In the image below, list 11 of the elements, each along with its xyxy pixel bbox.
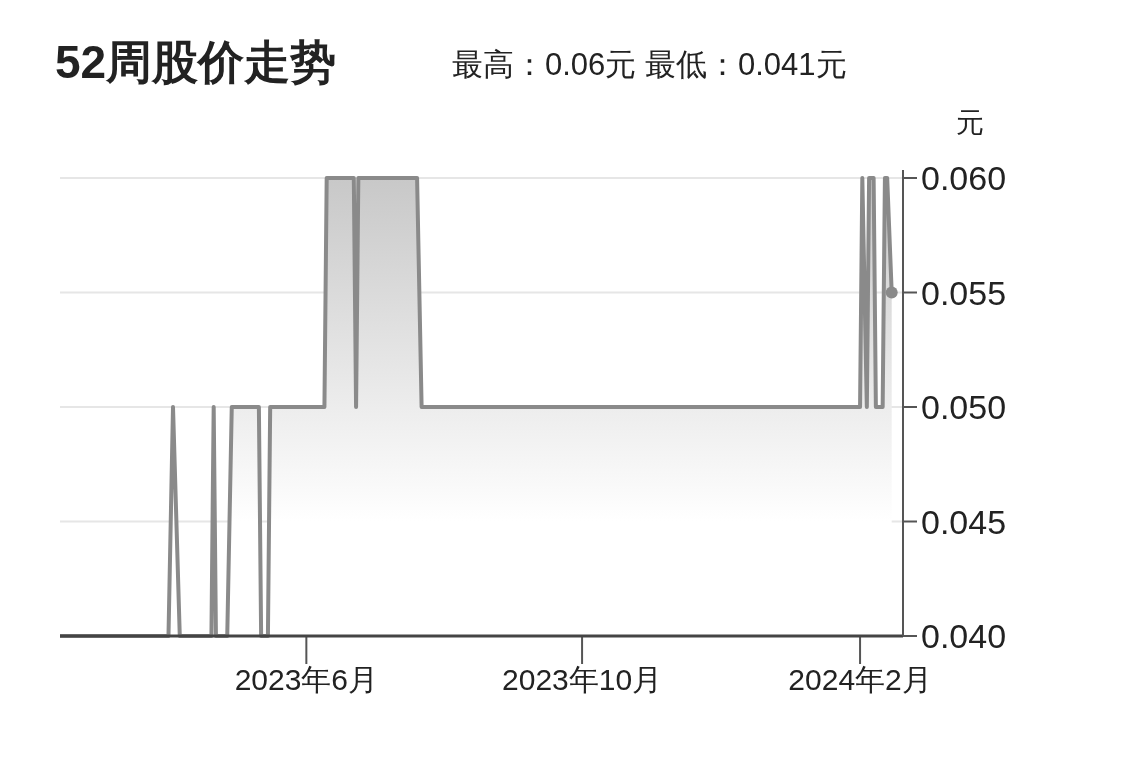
y-tick-label: 0.045 — [921, 502, 1007, 541]
x-tick-label: 2024年2月 — [788, 663, 932, 696]
y-axis-title: 元 — [956, 107, 984, 138]
y-tick-label: 0.040 — [921, 617, 1007, 655]
chart-title: 52周股价走势 — [55, 36, 337, 88]
chart-subtitle: 最高：0.06元 最低：0.041元 — [452, 47, 847, 82]
x-tick-label: 2023年6月 — [234, 663, 379, 696]
y-tick-label: 0.060 — [921, 159, 1007, 197]
x-tick-label: 2023年10月 — [502, 663, 663, 696]
y-tick-label: 0.050 — [921, 388, 1007, 426]
y-tick-label: 0.055 — [921, 273, 1007, 312]
